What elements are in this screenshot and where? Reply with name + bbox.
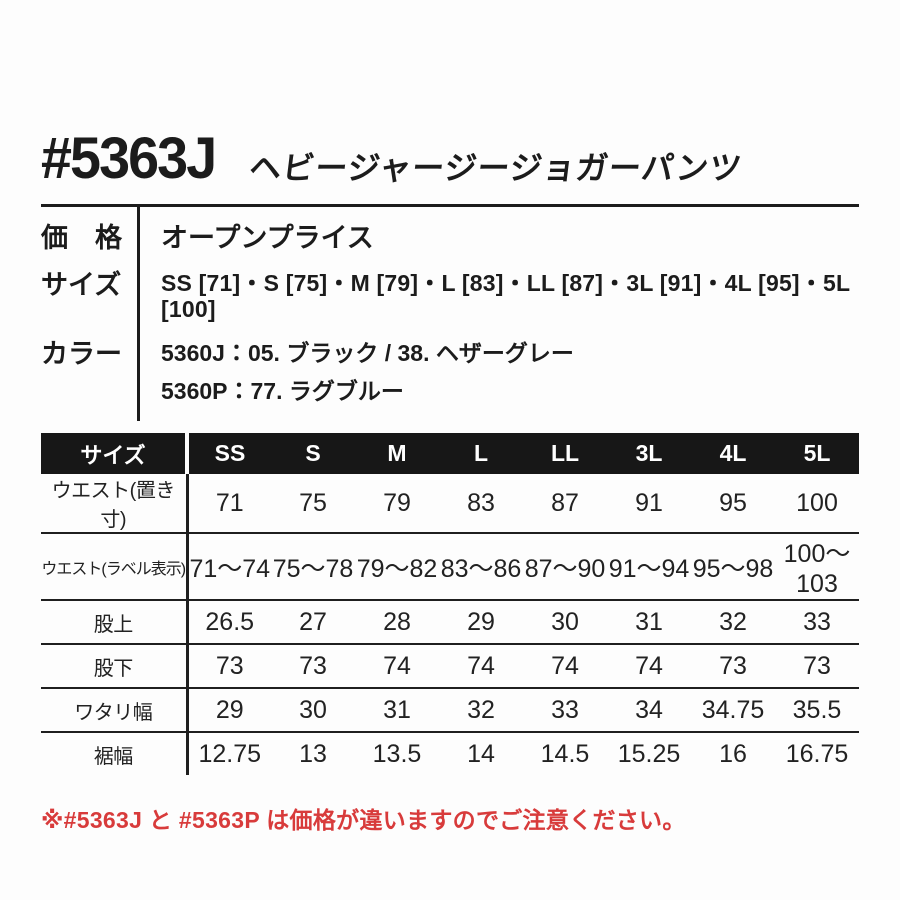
table-cell: 71〜74 bbox=[187, 532, 271, 601]
table-row-waist-flat: ウエスト(置き寸) 71 75 79 83 87 91 95 100 bbox=[41, 474, 859, 534]
table-cell: 71 bbox=[215, 488, 244, 517]
table-cell: 28 bbox=[355, 599, 439, 645]
table-cell: 31 bbox=[355, 687, 439, 733]
size-label: サイズ bbox=[41, 270, 122, 301]
table-header-size-label: サイズ bbox=[41, 433, 189, 475]
table-cell: 30 bbox=[271, 687, 355, 733]
size-value: SS [71]・S [75]・M [79]・L [83]・LL [87]・3L … bbox=[161, 270, 850, 323]
color-label: カラー bbox=[41, 338, 122, 369]
table-cell: 87〜90 bbox=[523, 532, 607, 601]
table-cell: 79〜82 bbox=[355, 532, 439, 601]
product-name: ヘビージャージージョガーパンツ bbox=[246, 150, 744, 186]
table-cell: 26.5 bbox=[187, 599, 271, 645]
table-cell: 95〜98 bbox=[691, 532, 775, 601]
table-cell: 73 bbox=[691, 643, 775, 689]
table-row-label: ウエスト(置き寸) bbox=[41, 474, 189, 534]
table-cell: 27 bbox=[271, 599, 355, 645]
product-code: #5363J bbox=[41, 126, 217, 191]
table-row-thigh-width: ワタリ幅 29 30 31 32 33 34 34.75 35.5 bbox=[41, 687, 859, 733]
table-cell: 33 bbox=[523, 687, 607, 733]
title-divider-rule bbox=[41, 204, 859, 207]
table-cell: 29 bbox=[187, 687, 271, 733]
table-cell: 31 bbox=[607, 599, 691, 645]
table-cell: 74 bbox=[439, 643, 523, 689]
table-cell: 32 bbox=[439, 687, 523, 733]
table-cell: 13 bbox=[271, 731, 355, 776]
table-row-rise: 股上 26.5 27 28 29 30 31 32 33 bbox=[41, 599, 859, 645]
table-header-ll: LL bbox=[523, 433, 607, 475]
table-cell: 73 bbox=[187, 643, 271, 689]
table-cell: 100 bbox=[796, 488, 838, 517]
table-cell: 75〜78 bbox=[271, 532, 355, 601]
table-cell: 73 bbox=[775, 643, 859, 689]
table-header-l: L bbox=[439, 433, 523, 475]
table-cell: 100〜103 bbox=[775, 532, 859, 601]
table-cell: 16.75 bbox=[775, 731, 859, 776]
table-row-label: 裾幅 bbox=[41, 731, 189, 776]
table-header-row: サイズ SS S M L LL 3L 4L 5L bbox=[41, 433, 859, 475]
table-cell: 74 bbox=[523, 643, 607, 689]
table-row-inseam: 股下 73 73 74 74 74 74 73 73 bbox=[41, 643, 859, 689]
table-cell: 95 bbox=[719, 488, 747, 517]
price-label: 価 格 bbox=[41, 223, 122, 253]
size-spec-table: サイズ SS S M L LL 3L 4L 5L ウエスト(置き寸) 71 75… bbox=[41, 433, 859, 776]
table-cell: 29 bbox=[439, 599, 523, 645]
table-cell: 35.5 bbox=[775, 687, 859, 733]
table-cell: 79 bbox=[383, 488, 411, 517]
table-cell: 33 bbox=[775, 599, 859, 645]
table-cell: 34.75 bbox=[691, 687, 775, 733]
table-cell: 34 bbox=[607, 687, 691, 733]
table-cell: 73 bbox=[271, 643, 355, 689]
table-header-ss: SS bbox=[187, 433, 271, 475]
table-row-label: ウエスト(ラベル表示) bbox=[41, 532, 189, 601]
table-header-5l: 5L bbox=[775, 433, 859, 475]
price-warning-note: ※#5363J と #5363P は価格が違いますのでご注意ください。 bbox=[41, 807, 686, 834]
color-line-5360p: 5360P：77. ラグブルー bbox=[161, 377, 404, 404]
table-row-label: ワタリ幅 bbox=[41, 687, 189, 733]
table-cell: 74 bbox=[355, 643, 439, 689]
table-cell: 32 bbox=[691, 599, 775, 645]
info-vertical-divider bbox=[137, 207, 140, 422]
color-values: 5360J：05. ブラック / 38. ヘザーグレー 5360P：77. ラグ… bbox=[161, 339, 859, 406]
spec-sheet-content: #5363J ヘビージャージージョガーパンツ 価 格 オープンプライス サイズ … bbox=[41, 130, 859, 834]
table-cell: 13.5 bbox=[355, 731, 439, 776]
table-cell: 83 bbox=[467, 488, 495, 517]
table-cell: 75 bbox=[299, 488, 327, 517]
table-row-label: 股上 bbox=[41, 599, 189, 645]
table-cell: 14 bbox=[439, 731, 523, 776]
product-info-block: 価 格 オープンプライス サイズ SS [71]・S [75]・M [79]・L… bbox=[41, 207, 859, 422]
table-cell: 74 bbox=[607, 643, 691, 689]
table-header-m: M bbox=[355, 433, 439, 475]
table-row-hem-width: 裾幅 12.75 13 13.5 14 14.5 15.25 16 16.75 bbox=[41, 731, 859, 776]
table-header-4l: 4L bbox=[691, 433, 775, 475]
table-cell: 12.75 bbox=[187, 731, 271, 776]
product-title-row: #5363J ヘビージャージージョガーパンツ bbox=[41, 130, 859, 188]
table-cell: 30 bbox=[523, 599, 607, 645]
table-row-waist-label: ウエスト(ラベル表示) 71〜74 75〜78 79〜82 83〜86 87〜9… bbox=[41, 532, 859, 601]
price-value: オープンプライス bbox=[161, 223, 374, 253]
table-cell: 91 bbox=[635, 488, 663, 517]
table-cell: 15.25 bbox=[607, 731, 691, 776]
table-row-label: 股下 bbox=[41, 643, 189, 689]
table-header-s: S bbox=[271, 433, 355, 475]
color-line-5360j: 5360J：05. ブラック / 38. ヘザーグレー bbox=[161, 339, 574, 366]
table-cell: 87 bbox=[551, 488, 579, 517]
table-cell: 16 bbox=[691, 731, 775, 776]
table-header-3l: 3L bbox=[607, 433, 691, 475]
table-cell: 91〜94 bbox=[607, 532, 691, 601]
table-cell: 14.5 bbox=[523, 731, 607, 776]
table-cell: 83〜86 bbox=[439, 532, 523, 601]
